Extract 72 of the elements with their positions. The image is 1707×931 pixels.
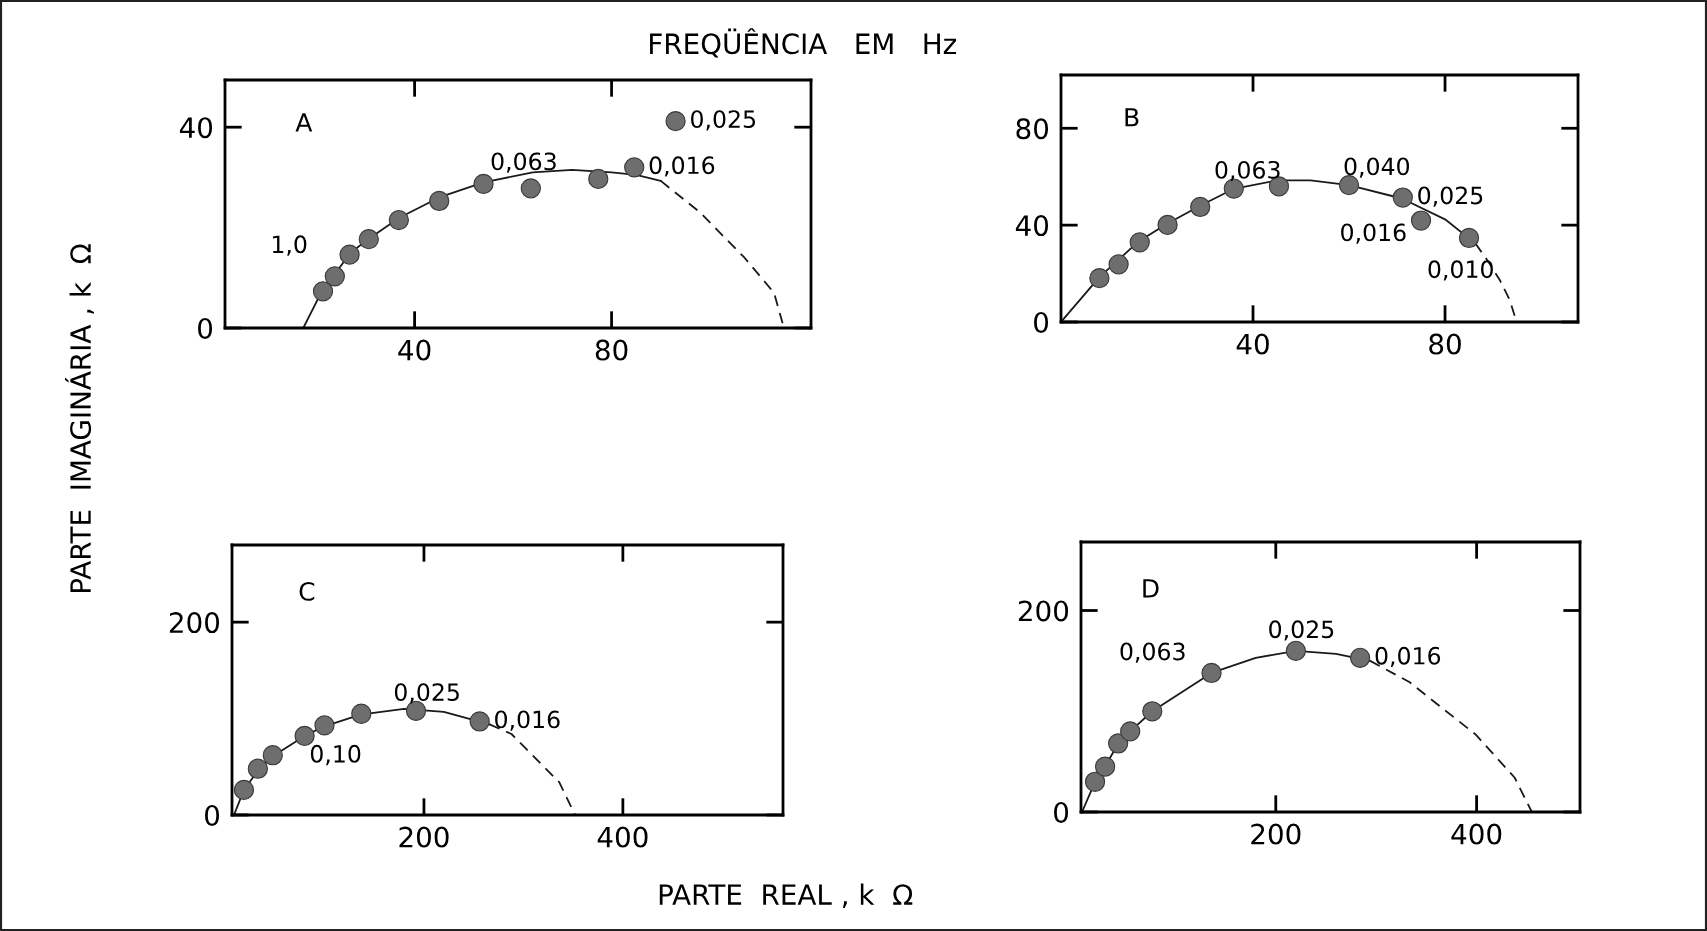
point <box>351 703 372 724</box>
annotation: 0,016 <box>1341 223 1406 244</box>
point <box>262 745 283 766</box>
annotation: 0,063 <box>491 152 556 173</box>
y-tick-label: 40 <box>1015 215 1049 237</box>
point <box>314 715 335 736</box>
point <box>588 168 609 190</box>
y-tick-label: 200 <box>169 612 220 634</box>
annotation: 0,063 <box>1120 642 1185 663</box>
annotation: 0,016 <box>495 710 560 731</box>
annotation: 0,025 <box>1418 186 1483 207</box>
point <box>1157 214 1178 236</box>
point <box>429 190 450 212</box>
x-tick-label: 200 <box>1251 823 1301 845</box>
point <box>1201 662 1222 684</box>
x-tick-label: 200 <box>399 826 449 848</box>
annotation: 0,063 <box>1215 160 1280 182</box>
y-tick-label: 0 <box>1034 311 1049 333</box>
point <box>624 157 645 178</box>
y-tick-label: 200 <box>1018 600 1069 622</box>
point <box>665 111 686 132</box>
x-tick-label: 80 <box>1429 333 1461 355</box>
annotation: C <box>299 581 315 601</box>
point <box>1349 647 1371 668</box>
point <box>473 173 494 195</box>
point <box>1142 701 1163 722</box>
point <box>520 178 541 199</box>
y-axis-title: PARTE IMAGINÁRIA , k Ω <box>64 244 94 593</box>
point <box>339 244 360 265</box>
annotation: 0,010 <box>1428 260 1493 281</box>
annotation: 1,0 <box>272 235 307 256</box>
point <box>1129 232 1150 253</box>
point <box>1084 771 1106 792</box>
annotation: 0,025 <box>394 683 459 704</box>
y-tick-label: 0 <box>1054 801 1069 823</box>
y-tick-label: 80 <box>1016 118 1049 140</box>
point <box>1190 196 1211 218</box>
point <box>1392 187 1413 208</box>
x-axis-title: PARTE REAL , k Ω <box>659 883 913 908</box>
point <box>388 209 409 231</box>
x-tick-label: 40 <box>398 339 431 361</box>
point <box>324 266 345 287</box>
point <box>247 758 268 779</box>
point <box>1285 640 1306 661</box>
point <box>1094 756 1116 777</box>
point <box>1410 210 1432 231</box>
x-tick-label: 400 <box>597 826 648 848</box>
annotation: B <box>1125 108 1139 127</box>
point <box>1120 721 1141 742</box>
x-tick-label: 80 <box>595 339 628 361</box>
point <box>233 779 255 801</box>
point <box>1089 268 1110 289</box>
point <box>1108 254 1129 275</box>
point <box>312 281 334 302</box>
annotation: 0,10 <box>310 744 361 766</box>
y-tick-label: 0 <box>198 317 213 339</box>
y-tick-label: 40 <box>179 117 213 139</box>
x-tick-label: 400 <box>1451 823 1502 845</box>
y-tick-label: 0 <box>205 804 220 826</box>
x-tick-label: 40 <box>1236 333 1269 355</box>
annotation: A <box>295 113 313 132</box>
annotation: 0,016 <box>1375 646 1441 668</box>
annotation: 0,025 <box>1269 620 1334 641</box>
annotation: 0,025 <box>691 110 755 131</box>
point <box>1108 733 1129 754</box>
annotation: 0,040 <box>1344 157 1410 178</box>
annotation: 0,016 <box>649 156 715 177</box>
point <box>358 229 379 250</box>
chart-title: FREQÜÊNCIA EM Hz <box>650 28 957 58</box>
annotation: D <box>1143 579 1159 598</box>
point <box>1458 227 1480 249</box>
point <box>469 711 490 732</box>
